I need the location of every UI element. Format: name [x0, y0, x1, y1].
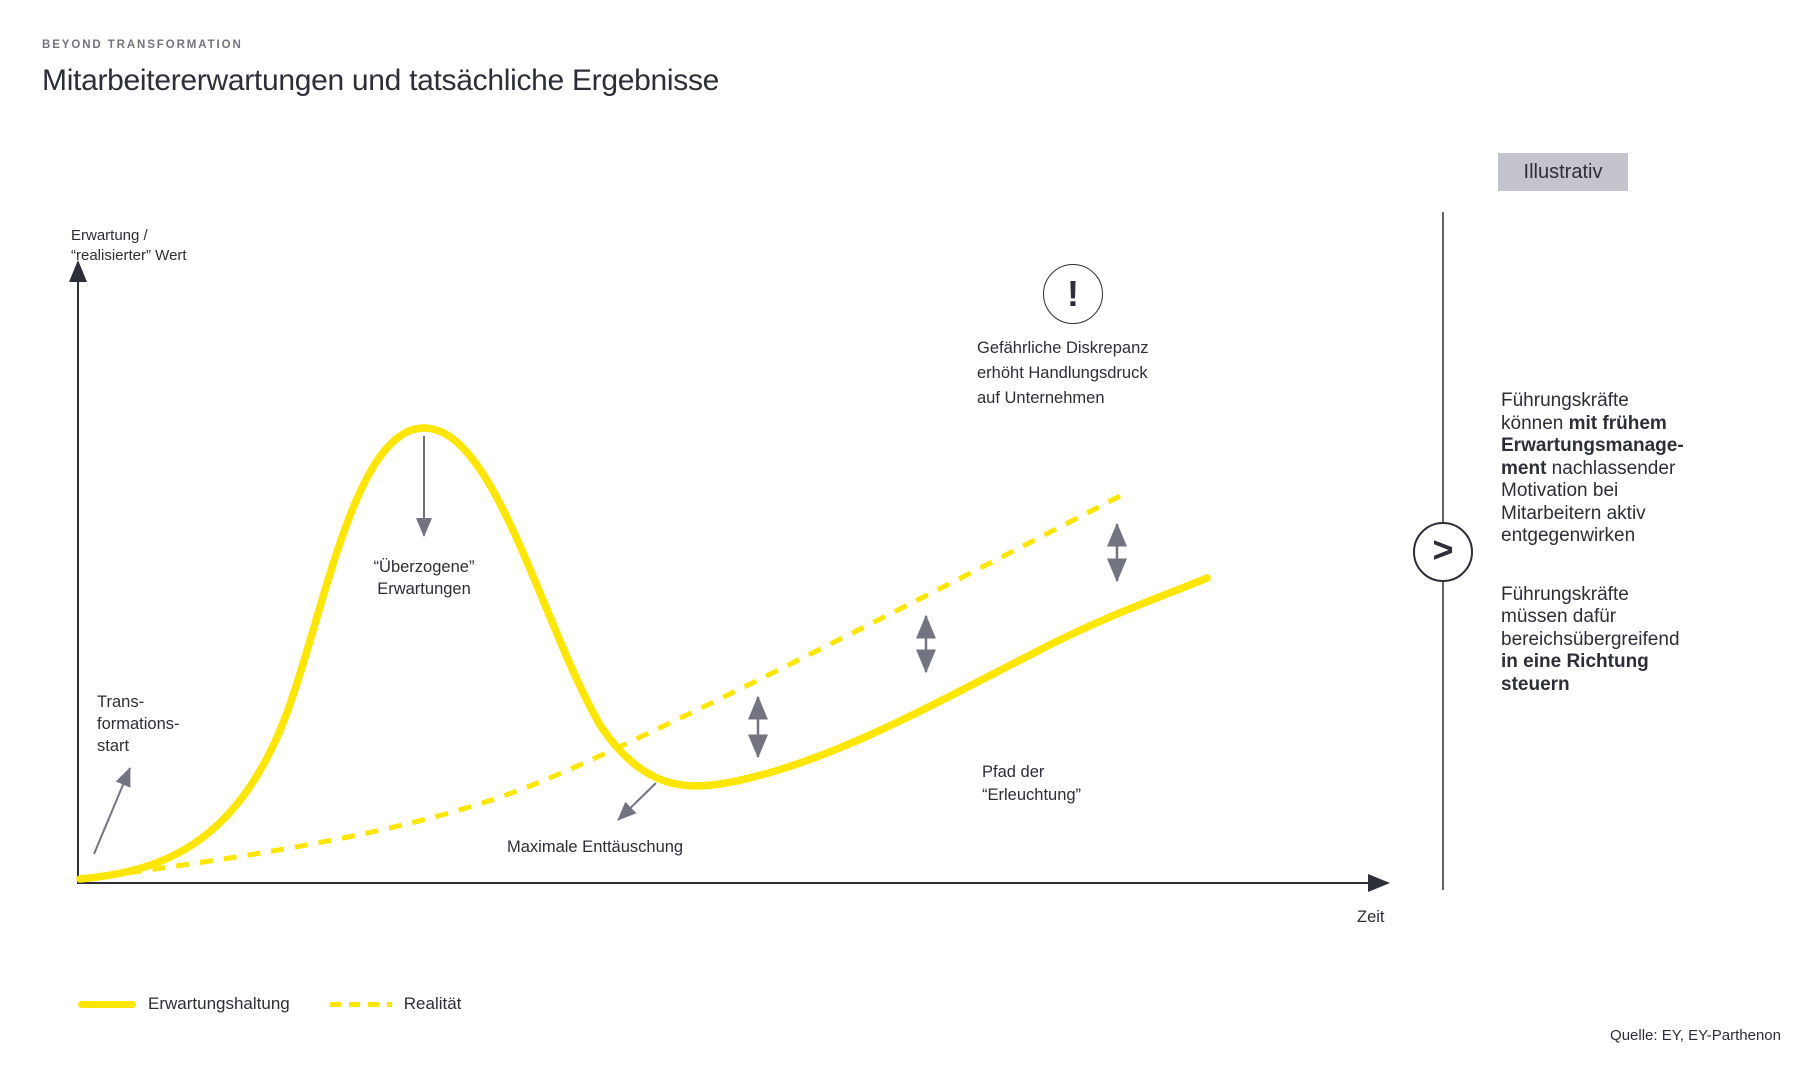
alert-exclamation-icon: ! [1043, 264, 1103, 324]
source-note: Quelle: EY, EY-Parthenon [1610, 1027, 1781, 1044]
legend-item-reality: Realität [329, 994, 462, 1014]
illustrative-badge: Illustrativ [1498, 153, 1628, 191]
panel-paragraph: Führungskräfte müssen dafür bereichsübergr… [1501, 584, 1741, 697]
chevron-glyph: > [1432, 529, 1454, 570]
disappointment-annotation-arrow [617, 782, 657, 821]
annotation-overblown-expectations: “Überzogene” Erwartungen [373, 558, 475, 598]
exclamation-glyph: ! [1067, 273, 1079, 314]
reality-curve [104, 493, 1122, 879]
panel-text-line: in eine Richtung [1501, 651, 1649, 672]
panel-text-line: entgegenwirken [1501, 525, 1636, 546]
annotation-transformation-start: Trans- formations- start [97, 693, 180, 755]
chevron-right-icon: > [1413, 522, 1473, 582]
panel-text-line: können mit frühem [1501, 412, 1667, 434]
panel-text-line: Mitarbeitern aktiv [1501, 502, 1646, 524]
legend-item-expectation: Erwartungshaltung [78, 994, 290, 1014]
panel-text-line: bereichsübergreifend [1501, 628, 1680, 650]
x-axis-label: Zeit [1357, 908, 1385, 926]
panel-text-line: steuern [1501, 673, 1570, 695]
solid-line-swatch [78, 1000, 136, 1008]
dashed-line-swatch [329, 1001, 392, 1007]
chart-legend: Erwartungshaltung Realität [78, 993, 461, 1015]
side-panel-text: Führungskräfte können mit frühem Erwartung… [1501, 390, 1741, 732]
panel-text-line: Erwartungsmanage- [1501, 435, 1684, 456]
legend-label: Realität [403, 994, 462, 1013]
y-axis-label: Erwartung / “realisierter” Wert [71, 227, 187, 264]
panel-text-line: Führungskräfte [1501, 583, 1629, 605]
page-title: Mitarbeitererwartungen und tatsächliche … [42, 64, 720, 97]
panel-text-line: Motivation bei [1501, 480, 1619, 501]
panel-paragraph: Führungskräfte können mit frühem Erwartung… [1501, 390, 1741, 548]
eyebrow-label: BEYOND TRANSFORMATION [42, 39, 243, 51]
annotation-max-disappointment: Maximale Enttäuschung [507, 838, 684, 856]
panel-text-line: Führungskräfte [1501, 390, 1629, 411]
legend-label: Erwartungshaltung [148, 994, 290, 1013]
transformation-start-arrow [93, 767, 131, 855]
annotation-dangerous-discrepancy: Gefährliche Diskrepanz erhöht Handlungsd… [977, 339, 1149, 407]
expectation-curve [76, 424, 1211, 883]
annotation-path-of-enlightenment: Pfad der “Erleuchtung” [982, 763, 1082, 804]
panel-text-line: müssen dafür [1501, 606, 1617, 627]
panel-text-line: ment nachlassender [1501, 457, 1676, 479]
